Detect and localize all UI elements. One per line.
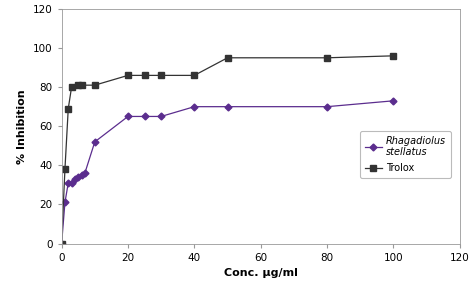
Rhagadiolus
stellatus [65, 181, 71, 185]
Trolox [79, 83, 84, 87]
Trolox [62, 168, 68, 171]
Trolox [191, 74, 197, 77]
Rhagadiolus
stellatus [225, 105, 230, 108]
Rhagadiolus
stellatus [158, 115, 164, 118]
Rhagadiolus
stellatus [142, 115, 147, 118]
Trolox [75, 83, 81, 87]
Rhagadiolus
stellatus [62, 201, 68, 204]
Rhagadiolus
stellatus [72, 177, 78, 181]
Rhagadiolus
stellatus [391, 99, 396, 102]
X-axis label: Conc. μg/ml: Conc. μg/ml [224, 268, 298, 278]
Y-axis label: % Inhibition: % Inhibition [17, 89, 27, 164]
Rhagadiolus
stellatus [69, 181, 74, 185]
Trolox [158, 74, 164, 77]
Trolox [92, 83, 98, 87]
Rhagadiolus
stellatus [75, 175, 81, 179]
Trolox [225, 56, 230, 60]
Rhagadiolus
stellatus [125, 115, 131, 118]
Line: Rhagadiolus
stellatus: Rhagadiolus stellatus [59, 98, 396, 246]
Rhagadiolus
stellatus [59, 242, 64, 245]
Rhagadiolus
stellatus [324, 105, 330, 108]
Trolox [69, 85, 74, 89]
Legend: Rhagadiolus
stellatus, Trolox: Rhagadiolus stellatus, Trolox [360, 131, 451, 178]
Trolox [391, 54, 396, 58]
Trolox [65, 107, 71, 110]
Rhagadiolus
stellatus [92, 140, 98, 144]
Trolox [125, 74, 131, 77]
Trolox [142, 74, 147, 77]
Line: Trolox: Trolox [59, 53, 396, 246]
Rhagadiolus
stellatus [79, 173, 84, 177]
Trolox [324, 56, 330, 60]
Rhagadiolus
stellatus [191, 105, 197, 108]
Rhagadiolus
stellatus [82, 171, 88, 175]
Trolox [59, 242, 64, 245]
